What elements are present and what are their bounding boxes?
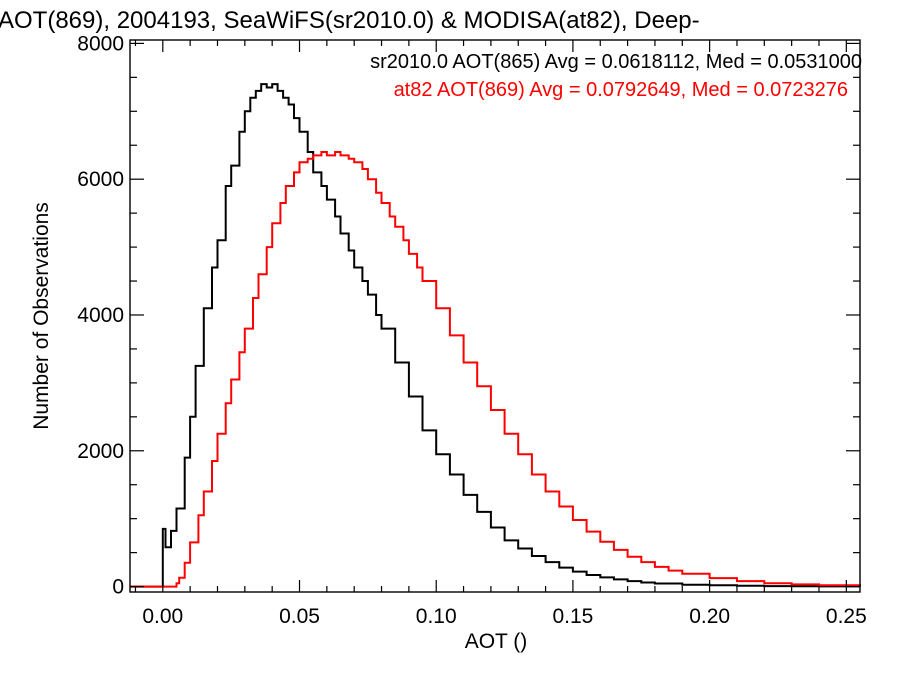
series-line-at82 <box>130 151 861 588</box>
x-tick-label: 0.00 <box>142 605 183 628</box>
y-tick-label: 6000 <box>77 168 124 191</box>
x-axis-label: AOT () <box>465 630 528 653</box>
x-tick-label: 0.05 <box>279 605 320 628</box>
legend-entry-sr2010: sr2010.0 AOT(865) Avg = 0.0618112, Med =… <box>370 51 862 73</box>
x-tick-label: 0.15 <box>552 605 593 628</box>
chart-title: AOT(869), 2004193, SeaWiFS(sr2010.0) & M… <box>0 7 700 34</box>
plot-frame <box>129 39 861 593</box>
y-tick-label: 4000 <box>77 304 124 327</box>
x-tick-label: 0.25 <box>826 605 867 628</box>
legend-entry-at82: at82 AOT(869) Avg = 0.0792649, Med = 0.0… <box>394 79 848 101</box>
axis-ticks: 0.00 0.05 0.10 0.15 0.20 0.25 0 2000 4000 6000 800… <box>77 32 866 628</box>
series-layer <box>130 83 861 588</box>
x-tick-label: 0.10 <box>416 605 457 628</box>
y-tick-label: 0 <box>112 576 124 599</box>
y-axis-label: Number of Observations <box>30 202 53 430</box>
y-tick-label: 2000 <box>77 440 124 463</box>
x-tick-label: 0.20 <box>689 605 730 628</box>
series-line-sr2010 <box>130 83 861 588</box>
y-tick-label: 8000 <box>77 32 124 55</box>
